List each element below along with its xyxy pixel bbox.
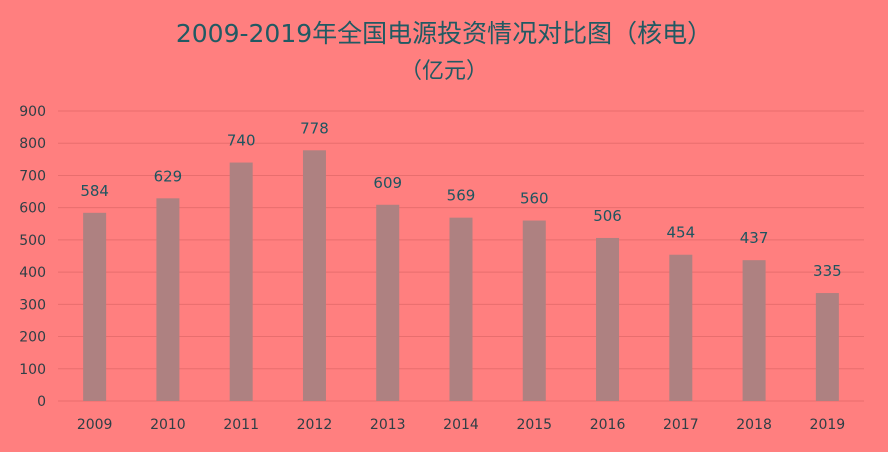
bar bbox=[302, 150, 326, 401]
bar bbox=[522, 220, 546, 401]
y-tick-label: 300 bbox=[19, 297, 46, 313]
y-tick-label: 900 bbox=[19, 104, 46, 120]
bar bbox=[83, 212, 107, 401]
chart-subtitle: （亿元） bbox=[399, 59, 488, 84]
data-label: 506 bbox=[593, 207, 622, 225]
bar bbox=[669, 254, 693, 401]
y-tick-label: 500 bbox=[19, 233, 46, 249]
data-label: 778 bbox=[300, 119, 329, 137]
x-tick-label: 2009 bbox=[77, 417, 113, 433]
x-tick-label: 2019 bbox=[810, 417, 846, 433]
bar bbox=[156, 198, 180, 401]
bar bbox=[742, 260, 766, 401]
y-tick-label: 200 bbox=[19, 330, 46, 346]
x-tick-label: 2018 bbox=[736, 417, 772, 433]
data-label: 569 bbox=[447, 187, 476, 205]
y-tick-label: 0 bbox=[37, 394, 46, 410]
data-label: 629 bbox=[154, 167, 183, 185]
x-tick-label: 2013 bbox=[370, 417, 406, 433]
data-label: 584 bbox=[80, 182, 109, 200]
y-tick-label: 400 bbox=[19, 265, 46, 281]
x-tick-label: 2012 bbox=[297, 417, 333, 433]
y-tick-label: 700 bbox=[19, 168, 46, 184]
data-label: 740 bbox=[227, 132, 256, 150]
data-label: 335 bbox=[813, 262, 842, 280]
y-tick-label: 800 bbox=[19, 136, 46, 152]
x-tick-label: 2015 bbox=[516, 417, 552, 433]
x-tick-label: 2011 bbox=[223, 417, 259, 433]
data-label: 560 bbox=[520, 190, 549, 208]
y-tick-label: 100 bbox=[19, 362, 46, 378]
chart-title: 2009-2019年全国电源投资情况对比图（核电） bbox=[175, 19, 713, 48]
data-label: 454 bbox=[666, 224, 695, 242]
x-tick-label: 2017 bbox=[663, 417, 699, 433]
data-label: 609 bbox=[373, 174, 402, 192]
bar bbox=[449, 217, 473, 401]
data-label: 437 bbox=[740, 229, 769, 247]
bar bbox=[596, 237, 620, 401]
bar bbox=[229, 162, 253, 401]
x-tick-label: 2010 bbox=[150, 417, 186, 433]
bar bbox=[376, 204, 400, 401]
bar bbox=[815, 293, 839, 401]
y-tick-label: 600 bbox=[19, 201, 46, 217]
x-tick-label: 2014 bbox=[443, 417, 479, 433]
x-tick-label: 2016 bbox=[590, 417, 626, 433]
